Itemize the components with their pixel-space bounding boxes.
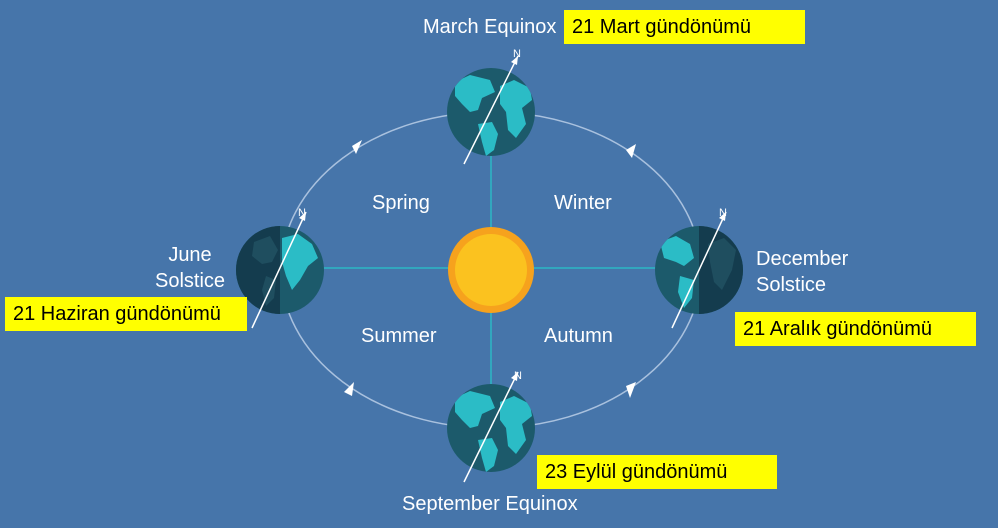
earth-june-icon	[236, 226, 324, 314]
season-summer: Summer	[361, 325, 437, 347]
orbit-arrow-top-left	[352, 140, 362, 154]
march-equinox-label: March Equinox	[423, 16, 557, 38]
december-label-line1: December	[756, 248, 849, 270]
december-solstice-label: December Solstice	[756, 246, 848, 298]
season-winter: Winter	[554, 192, 612, 214]
orbit-arrow-bottom-left	[344, 382, 354, 396]
december-axis-icon	[671, 211, 727, 329]
june-highlight: 21 Haziran gündönümü	[5, 297, 247, 331]
orbit-arrow-top-right	[626, 144, 636, 158]
december-label-line2: Solstice	[756, 274, 827, 296]
march-axis-icon	[463, 55, 519, 165]
june-label-line1: June	[168, 244, 212, 266]
earth-march-icon	[447, 68, 535, 156]
june-solstice-label: June Solstice	[140, 242, 240, 294]
september-axis-icon	[463, 371, 519, 483]
june-axis-icon	[251, 211, 307, 329]
september-equinox-label: September Equinox	[402, 493, 578, 515]
season-spring: Spring	[372, 192, 430, 214]
march-highlight: 21 Mart gündönümü	[564, 10, 805, 44]
sun-icon	[448, 227, 534, 313]
north-label-june: N	[298, 207, 306, 219]
north-label-december: N	[719, 207, 727, 219]
north-label-march: N	[513, 48, 521, 60]
september-highlight: 23 Eylül gündönümü	[537, 455, 777, 489]
north-label-september: N	[514, 370, 522, 382]
december-highlight: 21 Aralık gündönümü	[735, 312, 976, 346]
june-label-line2: Solstice	[154, 270, 226, 292]
season-autumn: Autumn	[544, 325, 613, 347]
orbit-arrow-bottom-right	[626, 382, 636, 398]
earth-september-icon	[447, 384, 535, 472]
